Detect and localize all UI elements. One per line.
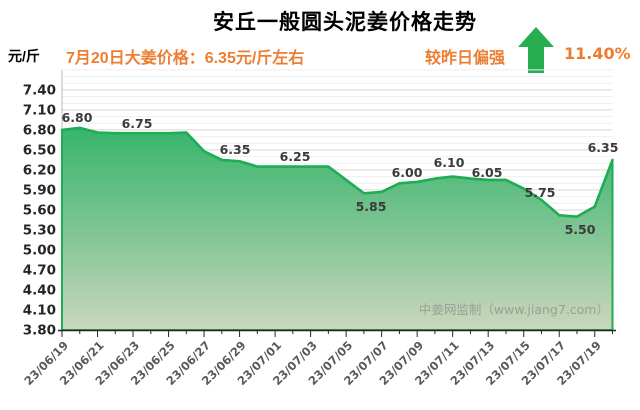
- data-label: 6.25: [280, 149, 311, 164]
- area-series: [60, 126, 614, 331]
- data-label: 6.35: [220, 142, 251, 157]
- data-label: 6.80: [62, 110, 93, 125]
- y-axis-unit-label: 元/斤: [8, 48, 40, 64]
- data-label: 6.35: [588, 140, 619, 155]
- area-fill: [61, 126, 614, 331]
- data-label: 6.75: [122, 116, 153, 131]
- y-axis-tick-label: 4.40: [23, 282, 56, 298]
- y-axis-tick-label: 3.80: [23, 323, 56, 339]
- data-label: 6.10: [434, 155, 465, 170]
- arrow-up-icon: [518, 27, 554, 73]
- y-axis-tick-label: 5.00: [23, 242, 56, 258]
- price-subtitle: 7月20日大姜价格：6.35元/斤左右: [66, 50, 305, 67]
- y-axis-tick-label: 6.80: [23, 122, 56, 138]
- trend-label: 较昨日偏强: [425, 50, 506, 67]
- chart-title: 安丘一般圆头泥姜价格走势: [213, 11, 477, 34]
- arrow-up-shape: [518, 27, 554, 73]
- y-axis-tick-label: 6.50: [23, 142, 56, 158]
- y-axis-tick-label: 4.70: [23, 262, 56, 278]
- y-axis-tick-label: 4.10: [23, 302, 56, 318]
- data-labels: 6.80 6.75 6.35 6.25 5.85 6.00 6.10 6.05 5.75 5.50…: [62, 110, 619, 237]
- watermark-text: 中姜网监制（www.jiang7.com）: [419, 302, 609, 317]
- data-label: 6.00: [392, 165, 423, 180]
- y-axis-tick-label: 5.60: [23, 202, 56, 218]
- y-axis: 3.80 4.10 4.40 4.70 5.00 5.30 5.60 5.90 6.20 6.50…: [23, 70, 63, 339]
- price-line: [60, 126, 614, 218]
- data-label: 6.05: [472, 165, 503, 180]
- y-axis-tick-label: 5.90: [23, 182, 56, 198]
- y-axis-tick-label: 7.10: [23, 102, 56, 118]
- y-axis-tick-label: 6.20: [23, 162, 56, 178]
- data-label: 5.50: [565, 222, 596, 237]
- data-label: 5.75: [525, 185, 556, 200]
- y-axis-tick-label: 5.30: [23, 222, 56, 238]
- watermark: 中姜网监制（www.jiang7.com）: [419, 302, 609, 317]
- y-axis-tick-label: 7.40: [23, 82, 56, 98]
- x-axis: 23/06/1923/06/2123/06/2323/06/2523/06/27…: [21, 329, 616, 388]
- trend-percentage: 11.40%: [564, 44, 631, 63]
- data-label: 5.85: [356, 199, 387, 214]
